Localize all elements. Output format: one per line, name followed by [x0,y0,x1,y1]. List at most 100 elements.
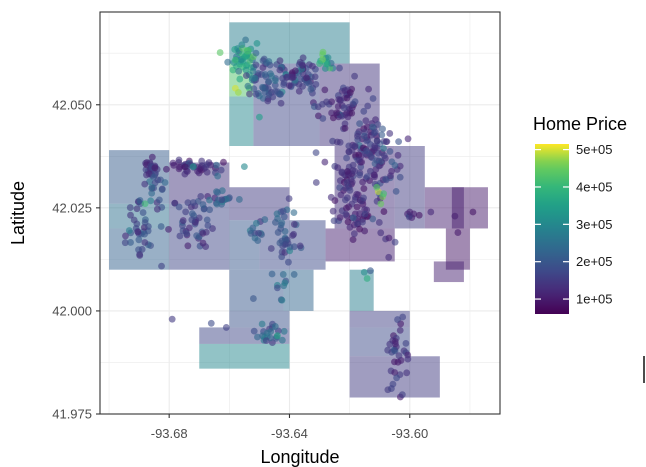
y-axis-title: Latitude [8,181,28,245]
home-point [148,183,156,191]
home-point [249,224,257,232]
home-point [175,165,183,173]
home-point [365,85,372,93]
home-point [356,210,364,218]
home-point [342,210,350,218]
home-point [337,191,345,199]
home-point [335,96,343,103]
home-point [336,184,344,191]
home-point [127,211,134,219]
home-point [271,218,279,226]
home-point [396,173,404,181]
home-point [391,358,398,366]
home-point [399,313,407,321]
price-tile [199,343,290,369]
home-point [277,221,285,229]
home-point [314,103,322,111]
home-point [216,49,224,56]
home-point [395,352,403,360]
home-point [276,57,284,65]
home-point [262,337,270,345]
home-point [273,284,281,292]
home-point [136,250,144,258]
home-point [312,179,320,186]
home-point [343,204,350,212]
home-point [251,74,259,82]
home-points [121,36,477,401]
price-tile [433,261,464,283]
home-point [336,214,344,221]
home-point [141,230,148,238]
home-point [371,171,378,179]
home-point [373,183,381,191]
home-point [254,333,261,341]
home-point [278,336,286,344]
home-point [185,224,193,232]
home-point [344,218,352,226]
home-point [346,223,354,231]
home-point [261,71,269,78]
price-tile [229,96,254,146]
home-point [374,121,382,128]
home-point [394,151,402,159]
home-point [155,196,163,204]
y-tick-label: 42.050 [52,97,92,112]
home-point [236,75,244,83]
home-point [290,243,298,251]
home-point [341,87,349,94]
home-point [235,67,243,75]
home-point [373,157,381,164]
home-point [391,369,399,376]
home-point [189,199,197,206]
home-point [360,132,368,140]
home-point [369,95,377,102]
home-point [380,190,388,198]
home-point [354,220,361,228]
legend-label: 2e+05 [576,254,613,269]
home-point [207,319,215,327]
home-point [380,208,388,215]
home-point [316,60,323,67]
home-point [242,72,250,80]
home-point [385,253,393,261]
home-point [403,369,411,377]
x-axis-title: Longitude [260,447,339,467]
home-point [334,103,342,110]
home-point [377,200,385,208]
home-point [359,218,366,226]
home-point [285,195,293,202]
home-point [328,98,336,106]
home-point [349,100,357,108]
home-point [369,215,377,223]
home-point [231,56,239,64]
home-point [387,172,394,180]
home-point [214,172,222,180]
legend-colorbar [535,144,569,314]
home-point [263,59,270,67]
home-point [214,189,221,196]
home-point [385,234,393,242]
home-point [393,374,400,382]
home-point [343,94,351,102]
legend-title: Home Price [533,114,627,134]
home-point [371,128,379,136]
home-point [391,162,399,169]
home-point [252,49,260,57]
home-point [279,207,287,215]
home-point [285,82,293,90]
home-point [238,41,246,49]
y-axis-ticks: 41.975 42.000 42.025 42.050 [52,97,100,422]
home-point [250,85,258,93]
home-point [280,327,288,335]
home-point [415,211,423,219]
home-point [163,165,170,173]
legend-ticks: 1e+05 2e+05 3e+05 4e+05 5e+05 [535,142,613,307]
home-point [147,197,155,205]
home-point [386,148,394,155]
home-point [312,80,320,88]
home-point [347,175,355,183]
home-point [141,200,149,208]
home-point [394,316,401,323]
home-point [158,262,165,270]
home-point [312,149,320,157]
